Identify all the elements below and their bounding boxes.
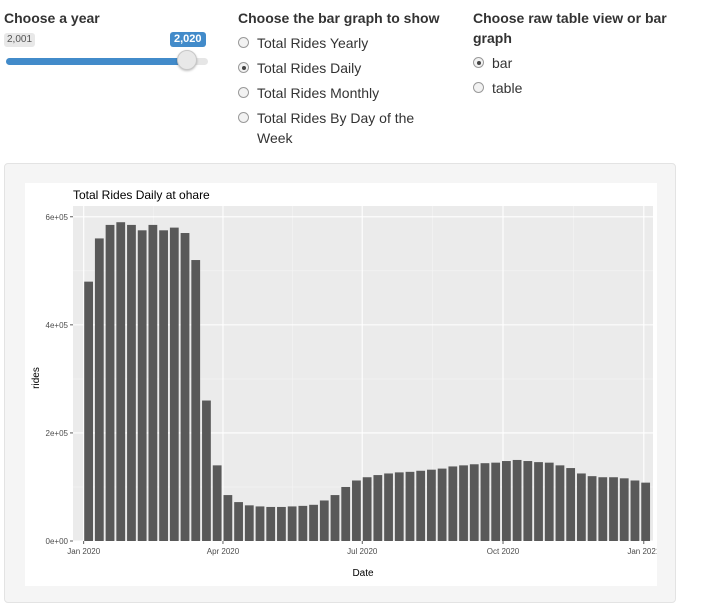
chart-bar xyxy=(266,506,276,541)
radio-button[interactable] xyxy=(238,37,249,48)
radio-label: Total Rides Yearly xyxy=(257,35,369,51)
chart-bar xyxy=(362,477,372,541)
chart-bar xyxy=(609,477,618,541)
y-tick-label: 2e+05 xyxy=(46,429,69,438)
y-tick-label: 0e+00 xyxy=(46,537,69,546)
chart-bar xyxy=(352,480,361,541)
chart-bar xyxy=(159,230,168,541)
chart-bar xyxy=(437,468,447,541)
chart-bar xyxy=(534,462,543,541)
chart-bar xyxy=(459,465,468,541)
radio-label: Total Rides By Day of the Week xyxy=(257,110,415,146)
chart-bar xyxy=(384,473,393,541)
chart-title: Total Rides Daily at ohare xyxy=(73,188,210,202)
chart-bar xyxy=(576,473,586,541)
chart-bar xyxy=(416,470,426,541)
radio-total-rides-daily[interactable]: Total Rides Daily xyxy=(238,58,438,78)
chart-bar xyxy=(255,506,265,541)
chart-bar xyxy=(501,461,511,541)
chart-bar xyxy=(448,466,458,541)
chart-bar xyxy=(105,224,115,541)
graph-choice-label: Choose the bar graph to show xyxy=(238,10,440,26)
chart-bar xyxy=(555,465,565,541)
chart-bar xyxy=(116,222,126,541)
year-slider-min-label: 2,001 xyxy=(4,33,36,47)
chart-bar xyxy=(641,482,651,541)
year-slider-value-label: 2,020 xyxy=(170,32,206,47)
radio-button[interactable] xyxy=(238,87,249,98)
year-slider-handle[interactable] xyxy=(177,50,197,70)
chart-bar xyxy=(373,475,383,541)
x-tick-label: Jan 2021 xyxy=(627,547,657,556)
chart-bar xyxy=(523,461,533,541)
chart-bar xyxy=(587,476,597,541)
y-tick-label: 4e+05 xyxy=(46,321,69,330)
x-tick-label: Jan 2020 xyxy=(67,547,100,556)
chart-bar xyxy=(223,495,233,541)
chart-bar xyxy=(277,506,286,541)
y-tick-label: 6e+05 xyxy=(46,213,69,222)
chart-bar xyxy=(212,465,222,541)
x-tick-label: Apr 2020 xyxy=(207,547,240,556)
chart-bar xyxy=(84,281,93,541)
chart-bar xyxy=(94,238,104,541)
chart-bar xyxy=(427,469,436,541)
radio-button-selected[interactable] xyxy=(473,57,484,68)
radio-button[interactable] xyxy=(473,82,484,93)
x-tick-label: Jul 2020 xyxy=(347,547,378,556)
chart-bar xyxy=(298,505,308,541)
chart-bar xyxy=(287,506,297,541)
year-slider-fill xyxy=(6,58,188,65)
chart-bar xyxy=(202,400,211,541)
chart-bar xyxy=(169,227,179,541)
chart-bar xyxy=(309,504,318,541)
radio-label: Total Rides Monthly xyxy=(257,85,380,101)
view-choice-label: Choose raw table view or bar graph xyxy=(473,10,667,46)
radio-total-rides-monthly[interactable]: Total Rides Monthly xyxy=(238,83,438,103)
chart-bar xyxy=(480,463,490,541)
radio-label: table xyxy=(492,80,523,96)
chart-bar xyxy=(544,462,554,541)
chart-bar xyxy=(244,505,254,541)
chart-bar xyxy=(341,486,351,541)
radio-button[interactable] xyxy=(238,112,249,123)
chart-bar xyxy=(148,224,158,541)
radio-label: bar xyxy=(492,55,513,71)
radio-label: Total Rides Daily xyxy=(257,60,362,76)
chart-bar xyxy=(180,233,190,542)
chart-bar xyxy=(469,464,479,541)
radio-button-selected[interactable] xyxy=(238,62,249,73)
radio-bar[interactable]: bar xyxy=(473,53,512,73)
y-axis-title: rides xyxy=(31,367,42,389)
bar-chart: 0e+00 2e+05 4e+05 6e+05 Jan 2020 Apr 2020 Jul … xyxy=(31,188,657,579)
radio-total-rides-by-day-of-week[interactable]: Total Rides By Day of the Week xyxy=(238,108,438,148)
chart-bar xyxy=(234,502,243,541)
chart-bar xyxy=(630,480,640,541)
chart-bar xyxy=(619,478,629,541)
chart-bar xyxy=(598,477,608,541)
chart-bar xyxy=(405,471,415,541)
chart-bar xyxy=(191,260,201,541)
chart-bar xyxy=(330,495,340,541)
x-axis-title: Date xyxy=(352,568,374,579)
x-tick-label: Oct 2020 xyxy=(487,547,520,556)
chart-bar xyxy=(127,224,136,541)
chart-bar xyxy=(512,459,522,541)
plot-image: 0e+00 2e+05 4e+05 6e+05 Jan 2020 Apr 2020 Jul … xyxy=(25,183,657,586)
chart-bar xyxy=(137,230,147,541)
radio-total-rides-yearly[interactable]: Total Rides Yearly xyxy=(238,33,438,53)
chart-bar xyxy=(319,500,329,541)
year-slider-label: Choose a year xyxy=(4,10,100,26)
chart-bar xyxy=(394,472,404,541)
chart-bar xyxy=(491,462,501,541)
radio-table[interactable]: table xyxy=(473,78,522,98)
chart-bar xyxy=(566,468,576,541)
